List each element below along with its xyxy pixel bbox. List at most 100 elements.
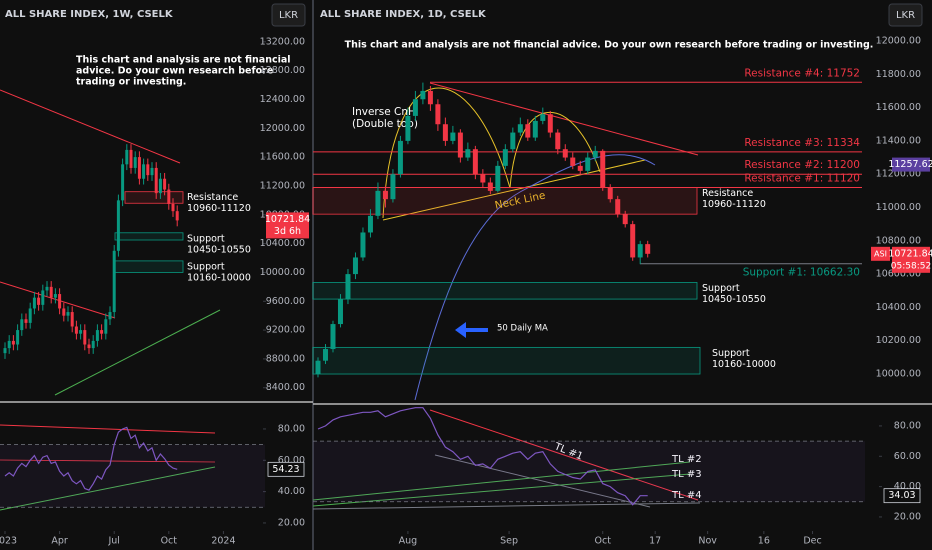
y-tick-label: 11200.00: [260, 180, 305, 191]
y-tick-label: 20.00: [278, 517, 305, 528]
zone: [114, 260, 184, 273]
moving-average: [414, 154, 656, 401]
y-tick-label: 11200.00: [876, 169, 921, 180]
y-tick-label: 12400.00: [260, 94, 305, 105]
candle-body: [315, 360, 321, 375]
candle-body: [630, 224, 636, 258]
trendline: [0, 281, 116, 319]
candle-body: [95, 330, 99, 341]
price-tag-value: 10721.84: [265, 214, 310, 225]
candle-body: [540, 114, 546, 121]
disclaimer: This chart and analysis are not financia…: [345, 40, 874, 51]
candle-body: [7, 340, 11, 349]
candle-body: [510, 132, 516, 150]
rsi-line: [317, 407, 648, 506]
currency-label[interactable]: LKR: [896, 10, 915, 21]
pattern-arc: [509, 112, 601, 189]
countdown: 05:58:52: [891, 261, 931, 271]
candle-body: [62, 308, 66, 316]
candle-body: [465, 149, 471, 158]
y-tick-label: 10400.00: [876, 302, 921, 313]
candle-body: [322, 349, 328, 361]
candle-body: [129, 149, 133, 168]
level-label: Support #1: 10662.30: [743, 267, 860, 279]
candle-body: [457, 132, 463, 158]
x-tick-label: 17: [649, 536, 661, 547]
candle-body: [171, 203, 175, 212]
candle-body: [37, 297, 41, 305]
y-tick-label: 12800.00: [260, 65, 305, 76]
rsi-trendline: [0, 466, 216, 511]
x-tick-label: Oct: [595, 536, 612, 547]
candle-body: [3, 348, 7, 354]
ma-value: 11257.62: [888, 159, 932, 170]
candle-body: [622, 214, 628, 225]
candle-body: [20, 319, 24, 331]
candle-body: [375, 190, 381, 216]
zone-label: 10450-10550: [187, 244, 251, 255]
candle-body: [615, 199, 621, 215]
rsi-line: [4, 426, 178, 491]
y-tick-label: 9600.00: [266, 296, 305, 307]
y-tick-label: 10200.00: [876, 335, 921, 346]
candle-body: [16, 330, 20, 345]
candle-body: [472, 149, 478, 175]
zone-label: 10960-11120: [187, 203, 251, 214]
candle-body: [70, 312, 74, 327]
chart-title: ALL SHARE INDEX, 1W, CSELK: [5, 9, 174, 20]
trendline: [429, 82, 699, 156]
zone-label: Resistance: [187, 192, 238, 203]
y-tick-label: 20.00: [894, 511, 921, 522]
rsi-trendline: [0, 459, 216, 463]
currency-label[interactable]: LKR: [279, 10, 298, 21]
candle-body: [150, 167, 154, 176]
candle-body: [91, 340, 95, 349]
candle-body: [11, 340, 15, 345]
pattern-label: (Double top): [352, 118, 418, 130]
candle-body: [58, 294, 62, 309]
y-tick-label: 10000.00: [260, 267, 305, 278]
candle-body: [53, 294, 57, 298]
disclaimer: advice. Do your own research before: [76, 66, 273, 77]
rsi-trendline: [429, 409, 699, 501]
rsi-band: [0, 444, 265, 508]
currency-button[interactable]: [271, 3, 306, 27]
y-tick-label: 12000.00: [876, 35, 921, 46]
price-tag: [266, 212, 309, 239]
candle-body: [367, 215, 373, 233]
price-tag: [892, 246, 930, 273]
rsi-trendline: [434, 454, 651, 508]
candle-body: [555, 132, 561, 150]
y-tick-label: 11000.00: [876, 202, 921, 213]
candle-body: [420, 90, 426, 100]
pattern-arc: [382, 87, 511, 219]
candle-body: [592, 150, 598, 158]
chart-title: ALL SHARE INDEX, 1D, CSELK: [320, 9, 487, 20]
trendline-label: TL #2: [671, 454, 702, 465]
candle-body: [360, 232, 366, 258]
candle-body: [337, 299, 343, 325]
x-tick-label: 2023: [0, 536, 17, 547]
zone: [114, 232, 184, 241]
candle-body: [585, 157, 591, 171]
y-tick-label: 10800.00: [876, 235, 921, 246]
candle-body: [49, 286, 53, 298]
currency-button[interactable]: [888, 3, 923, 27]
rsi-tag: [883, 488, 921, 504]
candle-body: [154, 167, 158, 194]
x-tick-label: Oct: [161, 536, 178, 547]
zone-label: 10160-10000: [187, 272, 251, 283]
rsi-trendline: [312, 461, 691, 501]
disclaimer: trading or investing.: [76, 77, 186, 88]
countdown: 3d 6h: [274, 226, 301, 237]
pattern-label: Inverse CnH: [352, 106, 416, 118]
rsi-tag-value: 54.23: [272, 464, 299, 475]
candle-body: [133, 157, 137, 168]
candle-body: [607, 187, 613, 200]
rsi-trendline: [0, 424, 216, 434]
candle-body: [502, 149, 508, 166]
price-tag-value: 10721.84: [888, 248, 932, 259]
y-tick-label: 8400.00: [266, 382, 305, 393]
candle-body: [146, 164, 150, 176]
candle-body: [450, 132, 456, 141]
